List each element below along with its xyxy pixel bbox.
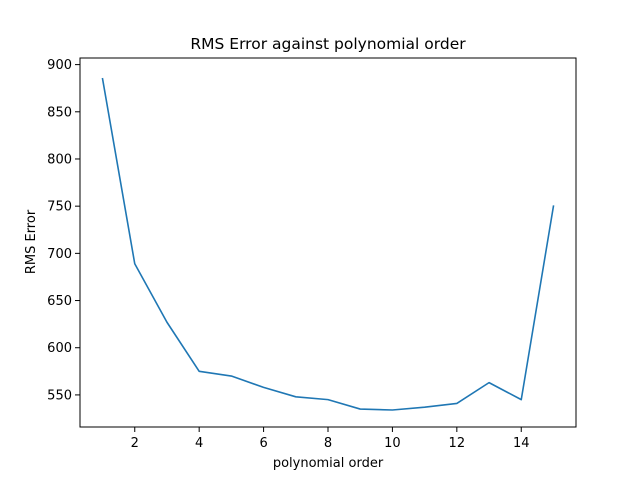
y-tick-label: 850 — [47, 105, 72, 120]
y-tick-label: 900 — [47, 58, 72, 73]
x-tick-label: 2 — [131, 436, 139, 451]
chart-title: RMS Error against polynomial order — [190, 35, 466, 53]
x-axis: 2 4 6 8 10 12 14 — [131, 427, 530, 451]
y-axis: 550 600 650 700 750 800 850 900 — [47, 58, 80, 403]
y-tick-label: 600 — [47, 341, 72, 356]
y-tick-label: 550 — [47, 388, 72, 403]
x-axis-label: polynomial order — [273, 456, 384, 471]
series-layer — [101, 77, 555, 411]
x-tick-label: 14 — [513, 436, 530, 451]
x-tick-label: 4 — [195, 436, 203, 451]
series-line — [101, 77, 555, 411]
x-tick-label: 10 — [384, 436, 401, 451]
x-tick-label: 6 — [259, 436, 267, 451]
y-tick-label: 650 — [47, 294, 72, 309]
y-axis-label: RMS Error — [24, 209, 39, 274]
x-tick-label: 12 — [449, 436, 466, 451]
y-tick-label: 700 — [47, 247, 72, 262]
y-tick-label: 750 — [47, 200, 72, 215]
plot-area-frame — [79, 57, 577, 428]
y-tick-label: 800 — [47, 152, 72, 167]
x-tick-label: 8 — [324, 436, 332, 451]
